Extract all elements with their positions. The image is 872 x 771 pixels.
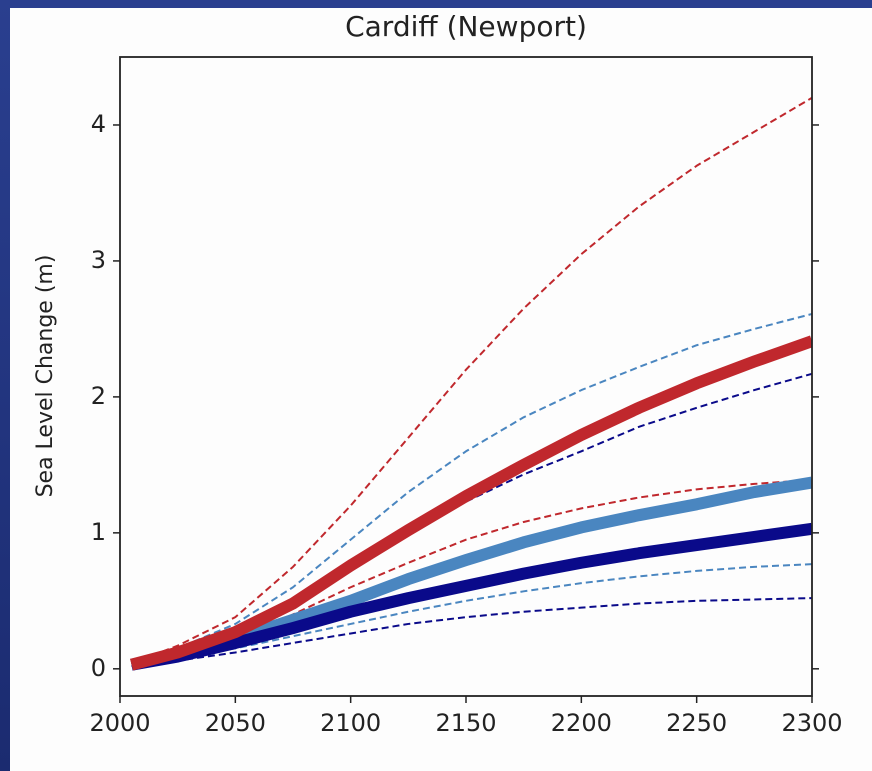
y-tick-label: 2 [91,382,106,410]
series-line [131,597,812,668]
y-tick-label: 4 [91,110,106,138]
series-line [131,478,812,668]
panel [10,8,872,771]
series-line [131,96,812,665]
x-tick-label: 2150 [435,709,496,737]
x-tick-label: 2100 [320,709,381,737]
y-tick-label: 3 [91,246,106,274]
x-tick-label: 2250 [666,709,727,737]
chart-title: Cardiff (Newport) [345,10,587,43]
y-axis-label: Sea Level Change (m) [33,255,58,498]
y-tick-label: 0 [91,654,106,682]
x-tick-label: 2300 [781,709,842,737]
series-line [131,312,812,665]
series-line [129,335,812,671]
x-tick-label: 2000 [89,709,150,737]
y-tick-label: 1 [91,518,106,546]
series-line [130,522,812,671]
plot-frame [119,56,813,697]
x-tick-label: 2050 [205,709,266,737]
x-tick-label: 2200 [551,709,612,737]
